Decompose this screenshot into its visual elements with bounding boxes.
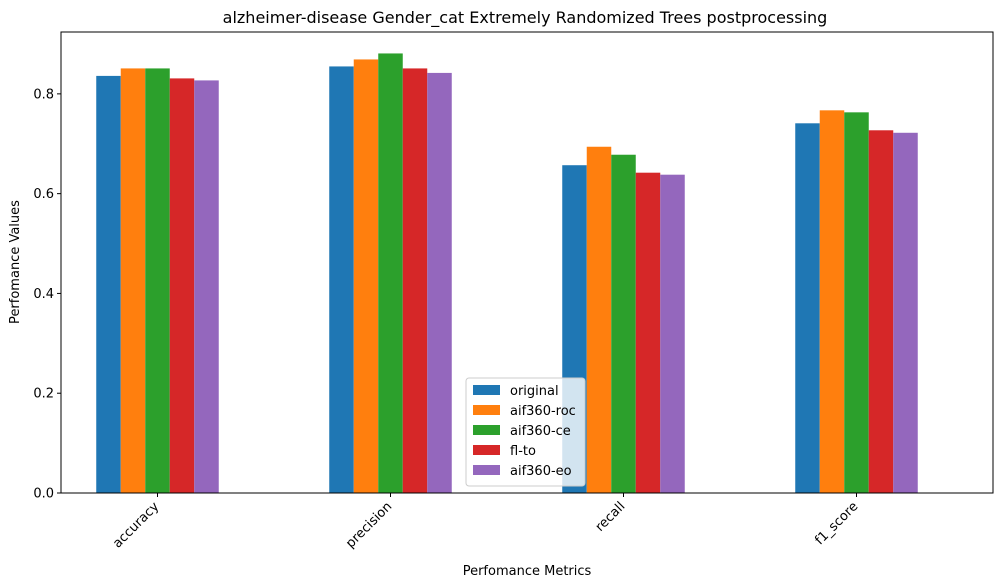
legend-swatch-fl-to — [473, 445, 500, 455]
y-axis-label: Perfomance Values — [8, 200, 23, 324]
legend-label-fl-to: fl-to — [510, 444, 536, 459]
bars-group — [96, 53, 918, 494]
bar-original-precision — [329, 66, 354, 494]
y-tick-label: 0.8 — [33, 87, 54, 102]
bar-aif360-eo-precision — [427, 72, 452, 493]
legend-swatch-original — [473, 385, 500, 395]
bar-original-f1_score — [795, 123, 820, 494]
y-tick-label: 0.2 — [33, 387, 54, 402]
bar-aif360-ce-precision — [378, 53, 403, 493]
bar-aif360-roc-recall — [586, 146, 612, 493]
x-axis: accuracy precision recall f1_score — [110, 493, 861, 551]
bar-aif360-ce-recall — [611, 154, 636, 494]
legend-label-original: original — [510, 384, 559, 399]
bar-aif360-eo-f1_score — [893, 132, 918, 493]
y-tick-label: 0.0 — [33, 487, 54, 502]
x-tick-label: precision — [343, 499, 395, 551]
bar-aif360-roc-precision — [353, 59, 379, 493]
legend-label-aif360-roc: aif360-roc — [510, 404, 576, 419]
x-tick-label: f1_score — [812, 499, 861, 548]
bar-fl-to-f1_score — [868, 130, 894, 494]
bar-aif360-roc-f1_score — [819, 110, 845, 493]
legend-swatch-aif360-eo — [473, 465, 500, 475]
x-tick-label: accuracy — [110, 499, 162, 551]
legend-swatch-aif360-roc — [473, 405, 500, 415]
bar-fl-to-accuracy — [169, 78, 195, 494]
bar-aif360-ce-f1_score — [844, 112, 869, 493]
y-axis: 0.0 0.2 0.4 0.6 0.8 — [33, 87, 61, 502]
y-tick-label: 0.4 — [33, 287, 54, 302]
bar-aif360-ce-accuracy — [145, 68, 170, 494]
bar-original-accuracy — [96, 75, 121, 494]
legend-label-aif360-ce: aif360-ce — [510, 424, 571, 439]
legend-label-aif360-eo: aif360-eo — [510, 464, 572, 479]
x-tick-label: recall — [593, 499, 629, 535]
chart-title: alzheimer-disease Gender_cat Extremely R… — [223, 8, 828, 28]
y-tick-label: 0.6 — [33, 187, 54, 202]
legend-swatch-aif360-ce — [473, 425, 500, 435]
bar-aif360-eo-accuracy — [194, 80, 219, 494]
x-axis-label: Perfomance Metrics — [463, 564, 592, 579]
plot-frame — [60, 31, 994, 494]
legend: original aif360-roc aif360-ce fl-to aif360-e… — [465, 377, 586, 487]
bar-aif360-eo-recall — [660, 174, 685, 493]
bar-fl-to-precision — [402, 68, 428, 494]
bar-fl-to-recall — [635, 172, 661, 493]
bar-aif360-roc-accuracy — [120, 68, 146, 494]
